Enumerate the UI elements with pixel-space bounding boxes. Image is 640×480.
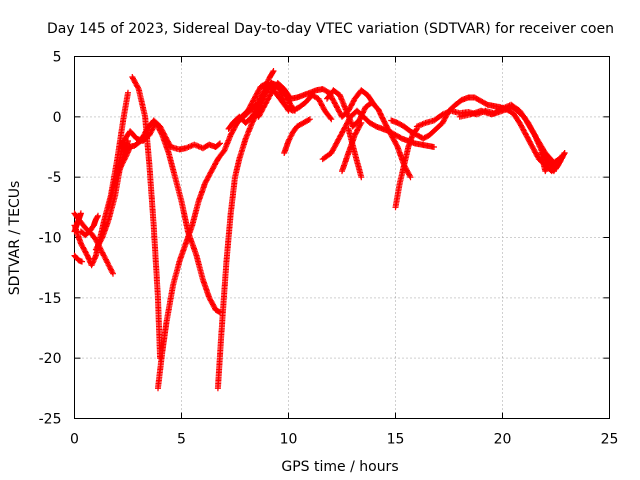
marker-track [392,125,420,211]
marker-track [125,117,223,153]
chart-title: Day 145 of 2023, Sidereal Day-to-day VTE… [47,21,614,37]
series-track-14 [232,80,335,126]
marker-track [345,125,365,181]
x-tick-label: 0 [70,432,79,448]
marker-track [129,74,164,362]
data-marks [71,68,568,392]
y-tick-label: 0 [53,110,62,126]
marker-track [77,212,101,239]
series-track-03 [71,252,85,265]
series-track-12 [214,80,292,392]
series-track-04 [71,210,84,235]
series-track-08 [129,74,164,362]
marker-track [255,80,378,120]
y-tick-label: -25 [39,412,62,428]
x-axis-label: GPS time / hours [281,459,398,475]
marker-track [538,150,566,175]
series-track-10 [114,119,223,316]
marker-track [71,210,84,235]
grid-lines [74,56,610,419]
y-axis-label: SDTVAR / TECUs [7,181,23,296]
marker-track [114,119,223,316]
marker-track [281,116,313,156]
marker-track [232,80,335,126]
y-tick-label: 5 [53,50,62,66]
x-tick-label: 10 [280,432,298,448]
series-track-20 [345,125,365,181]
series-track-25 [538,150,566,175]
y-tick-label: -15 [39,291,62,307]
y-tick-labels: -25 -20 -15 -10 -5 0 5 [39,50,62,428]
x-tick-label: 5 [177,432,186,448]
series-track-16 [281,116,313,156]
x-tick-label: 25 [601,432,619,448]
x-tick-label: 20 [494,432,512,448]
x-tick-labels: 0 5 10 15 20 25 [70,432,618,448]
marker-track [71,252,85,265]
series-track-09 [125,117,223,153]
x-tick-label: 15 [387,432,405,448]
y-tick-label: -20 [39,351,62,367]
y-tick-label: -5 [48,170,62,186]
series-track-05 [77,212,101,239]
series-track-15 [255,80,378,120]
marker-track [214,80,292,392]
series-track-21 [392,125,420,211]
y-tick-label: -10 [39,231,62,247]
